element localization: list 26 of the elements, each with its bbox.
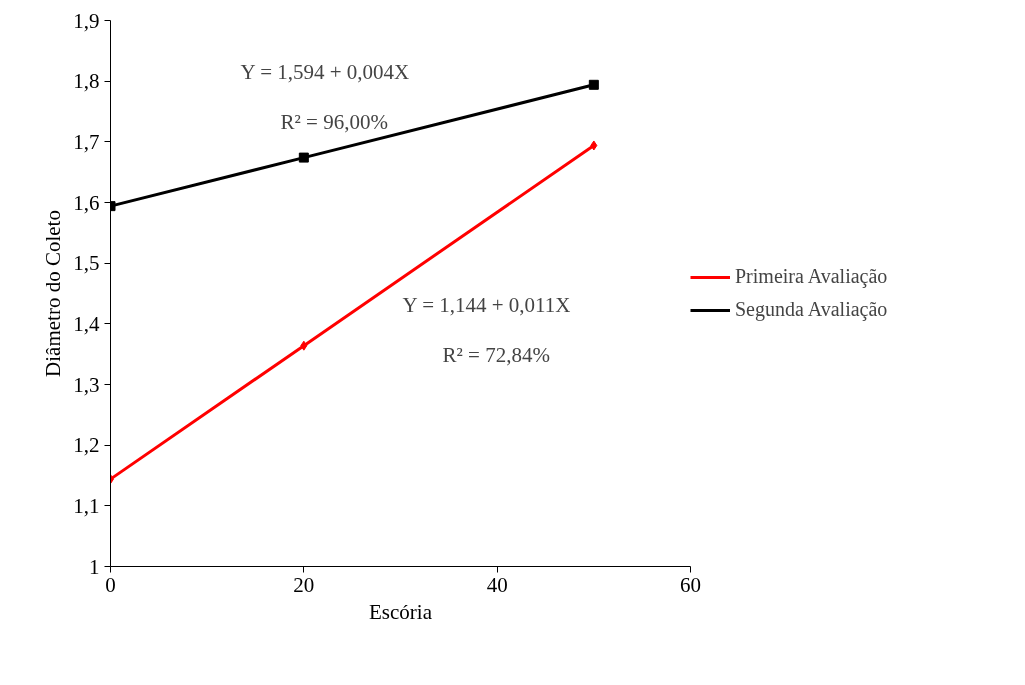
point bbox=[298, 152, 309, 163]
y-tick-label: 1 bbox=[89, 554, 100, 579]
y-tick-label: 1,9 bbox=[73, 8, 100, 33]
x-tick-label: 40 bbox=[486, 572, 508, 597]
annotation: R² = 96,00% bbox=[280, 109, 388, 134]
annotation: Y = 1,144 + 0,011X bbox=[402, 292, 571, 317]
y-tick-label: 1,6 bbox=[73, 190, 100, 215]
y-tick-label: 1,5 bbox=[73, 251, 100, 276]
annotation: Y = 1,594 + 0,004X bbox=[240, 59, 410, 84]
y-tick-label: 1,3 bbox=[73, 372, 100, 397]
legend-label: Segunda Avaliação bbox=[735, 298, 889, 321]
y-tick-label: 1,4 bbox=[73, 311, 100, 336]
y-tick-label: 1,7 bbox=[73, 129, 100, 154]
annotation: R² = 72,84% bbox=[442, 342, 550, 367]
point bbox=[588, 79, 599, 90]
point bbox=[300, 340, 308, 351]
y-axis-title: Diâmetro do Coleto bbox=[41, 210, 66, 377]
x-tick-label: 60 bbox=[680, 572, 701, 597]
x-tick-label: 20 bbox=[293, 572, 315, 597]
y-tick-label: 1,1 bbox=[73, 493, 100, 518]
legend-label: Primeira Avaliação bbox=[735, 265, 889, 288]
x-axis-title: Escória bbox=[369, 599, 433, 624]
point bbox=[590, 140, 598, 151]
x-tick-label: 0 bbox=[105, 572, 116, 597]
y-tick-label: 1,8 bbox=[73, 69, 100, 94]
y-tick-label: 1,2 bbox=[73, 433, 100, 458]
